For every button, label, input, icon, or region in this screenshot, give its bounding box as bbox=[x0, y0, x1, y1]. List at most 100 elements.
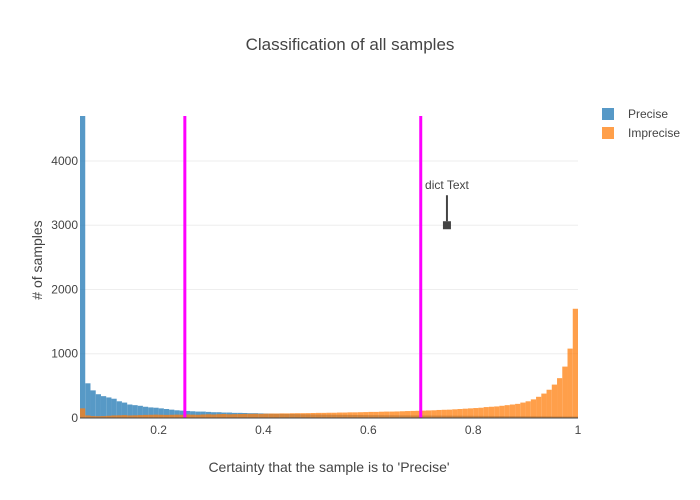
bar-precise bbox=[158, 408, 164, 418]
x-tick-label: 0.2 bbox=[150, 423, 167, 437]
bar-imprecise bbox=[242, 413, 248, 418]
bar-imprecise bbox=[368, 411, 374, 418]
bar-imprecise bbox=[473, 408, 479, 418]
bar-imprecise bbox=[148, 414, 154, 418]
bar-imprecise bbox=[336, 412, 343, 418]
bar-imprecise bbox=[373, 411, 379, 418]
bar-imprecise bbox=[488, 406, 495, 418]
legend-item-precise[interactable]: Precise bbox=[602, 107, 668, 121]
bar-imprecise bbox=[221, 414, 227, 418]
bar-precise bbox=[190, 411, 196, 418]
bar-imprecise bbox=[205, 414, 212, 418]
bar-imprecise bbox=[530, 399, 537, 418]
bar-imprecise bbox=[483, 407, 489, 418]
bar-precise bbox=[85, 383, 91, 418]
bar-imprecise bbox=[158, 414, 164, 418]
threshold-lines bbox=[183, 116, 423, 418]
bar-imprecise bbox=[342, 412, 348, 418]
x-tick-label: 0.6 bbox=[360, 423, 377, 437]
bar-imprecise bbox=[394, 411, 400, 418]
bar-imprecise bbox=[85, 415, 91, 418]
bar-imprecise bbox=[494, 406, 500, 418]
bar-imprecise bbox=[389, 411, 395, 418]
bar-imprecise bbox=[310, 412, 316, 418]
bar-imprecise bbox=[478, 407, 484, 418]
bar-imprecise bbox=[211, 414, 217, 418]
bar-imprecise bbox=[499, 405, 505, 418]
bar-imprecise bbox=[410, 410, 416, 418]
bar-imprecise bbox=[137, 415, 143, 418]
bar-imprecise bbox=[520, 402, 526, 418]
bar-imprecise bbox=[541, 393, 547, 418]
bar-imprecise bbox=[195, 414, 201, 418]
bar-precise bbox=[179, 410, 185, 418]
bar-imprecise bbox=[100, 416, 107, 418]
bar-imprecise bbox=[420, 410, 426, 418]
bar-imprecise bbox=[279, 413, 285, 418]
bar-precise bbox=[148, 407, 154, 418]
bar-imprecise bbox=[237, 414, 243, 418]
bar-imprecise bbox=[258, 413, 264, 418]
bar-precise bbox=[132, 405, 138, 418]
bar-imprecise bbox=[562, 366, 568, 418]
legend-swatch bbox=[602, 108, 614, 120]
bar-imprecise bbox=[467, 408, 474, 418]
bar-imprecise bbox=[546, 389, 552, 418]
bar-imprecise bbox=[268, 413, 274, 418]
bar-imprecise bbox=[121, 415, 128, 418]
bar-imprecise bbox=[446, 409, 453, 418]
bars bbox=[80, 116, 578, 418]
y-tick-label: 3000 bbox=[51, 218, 78, 232]
bar-precise bbox=[111, 398, 117, 418]
bar-imprecise bbox=[405, 411, 411, 418]
bar-imprecise bbox=[95, 416, 101, 418]
bar-imprecise bbox=[357, 412, 364, 418]
x-tick-label: 0.8 bbox=[465, 423, 482, 437]
bar-precise bbox=[106, 397, 112, 418]
bar-imprecise bbox=[384, 411, 390, 418]
bar-imprecise bbox=[536, 396, 542, 418]
bar-imprecise bbox=[431, 410, 437, 418]
bar-imprecise bbox=[80, 408, 86, 418]
bar-imprecise bbox=[184, 414, 191, 418]
bar-imprecise bbox=[515, 403, 521, 418]
y-tick-label: 1000 bbox=[51, 347, 78, 361]
bar-imprecise bbox=[509, 404, 516, 418]
bar-imprecise bbox=[127, 415, 133, 418]
legend-swatch bbox=[602, 127, 614, 139]
annotation-marker bbox=[442, 221, 451, 230]
bar-imprecise bbox=[462, 408, 468, 418]
bar-imprecise bbox=[525, 401, 531, 418]
bar-precise bbox=[163, 409, 170, 418]
bar-imprecise bbox=[321, 412, 327, 418]
bar-imprecise bbox=[284, 413, 290, 418]
series-imprecise bbox=[80, 308, 578, 418]
bar-imprecise bbox=[399, 411, 406, 418]
bar-imprecise bbox=[200, 414, 206, 418]
bar-imprecise bbox=[300, 413, 306, 418]
bar-precise bbox=[137, 405, 143, 418]
bar-imprecise bbox=[347, 412, 353, 418]
bar-imprecise bbox=[190, 414, 196, 418]
bar-imprecise bbox=[111, 415, 117, 418]
bar-imprecise bbox=[415, 410, 421, 418]
legend-label: Imprecise bbox=[628, 126, 680, 140]
bar-imprecise bbox=[247, 413, 253, 418]
bar-precise bbox=[153, 407, 159, 418]
legend-item-imprecise[interactable]: Imprecise bbox=[602, 126, 680, 140]
bar-imprecise bbox=[294, 413, 301, 418]
bar-imprecise bbox=[567, 348, 573, 418]
bar-imprecise bbox=[169, 414, 175, 418]
bar-imprecise bbox=[232, 414, 238, 418]
bar-imprecise bbox=[452, 409, 458, 418]
bar-precise bbox=[95, 394, 101, 418]
bar-imprecise bbox=[289, 413, 295, 418]
bar-imprecise bbox=[263, 413, 269, 418]
bar-imprecise bbox=[436, 409, 442, 418]
bar-imprecise bbox=[174, 414, 180, 418]
bar-imprecise bbox=[142, 414, 149, 418]
bar-imprecise bbox=[331, 412, 337, 418]
y-tick-label: 4000 bbox=[51, 154, 78, 168]
legend[interactable]: Precise Imprecise bbox=[602, 107, 680, 140]
x-axis-title: Certainty that the sample is to 'Precise… bbox=[208, 459, 449, 475]
